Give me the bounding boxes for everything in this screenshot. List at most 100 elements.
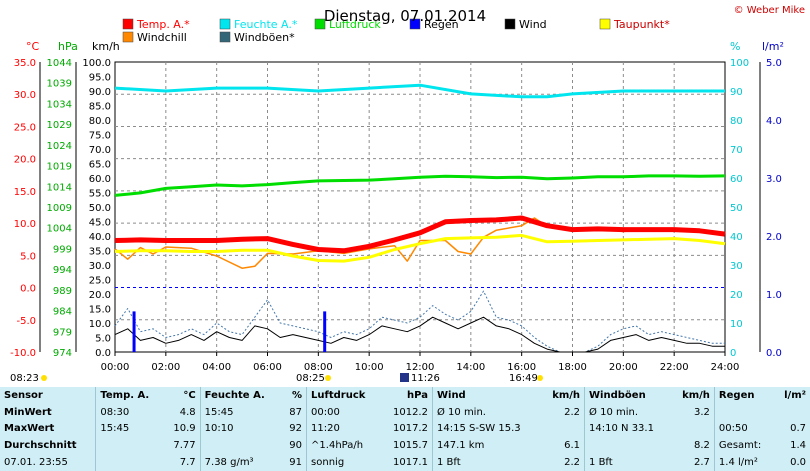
moon-icon: [400, 373, 409, 382]
sun-markers: 08:23 08:25 11:26 16:49: [10, 373, 543, 384]
celsius-tick-label: 30.0: [14, 90, 36, 101]
pct-tick-label: 40: [730, 232, 743, 243]
hpa-axis-label: hPa: [58, 40, 78, 53]
x-axis: 00:00 02:00 04:00 06:00 08:00 10:00 12:00 14:00…: [101, 352, 740, 373]
table-cell: 87: [289, 406, 303, 418]
kmh-tick-label: 15.0: [89, 305, 111, 316]
table-header: Luftdruck: [306, 387, 381, 404]
kmh-tick-label: 10.0: [89, 319, 111, 330]
hpa-tick-label: 974: [53, 348, 72, 359]
table-cell: [775, 404, 810, 421]
table-cell: 00:50: [713, 420, 775, 438]
table-cell: 2.2: [564, 457, 581, 469]
x-tick-label: 10:00: [355, 362, 384, 373]
table-cell: 11:20: [306, 420, 381, 438]
celsius-tick-label: -10.0: [10, 348, 36, 359]
table-cell: 1012.2: [392, 406, 428, 418]
kmh-tick-label: 45.0: [89, 218, 111, 229]
legend-swatch: [599, 18, 611, 30]
x-tick-label: 16:00: [507, 362, 536, 373]
humidity-line: [114, 83, 725, 99]
kmh-tick-label: 75.0: [89, 131, 111, 142]
table-cell: 1 Bft: [584, 454, 672, 471]
celsius-tick-label: 0.0: [20, 284, 36, 295]
x-tick-label: 18:00: [558, 362, 587, 373]
table-cell: sonnig: [306, 454, 381, 471]
x-tick-label: 04:00: [202, 362, 231, 373]
celsius-tick-label: 25.0: [14, 122, 36, 133]
pct-tick-label: 90: [730, 87, 743, 98]
kmh-tick-label: 65.0: [89, 160, 111, 171]
table-header: km/h: [552, 389, 581, 401]
pct-tick-label: 10: [730, 319, 743, 330]
table-cell: 1.4: [790, 440, 806, 452]
table-row: MaxWert 15:45 10.9 10:10 92 11:20 1017.2…: [0, 420, 810, 438]
hpa-tick-label: 994: [53, 265, 72, 276]
table-cell: 10.9: [173, 423, 196, 435]
legend-swatch: [504, 18, 516, 30]
x-tick-label: 24:00: [711, 362, 740, 373]
legend-label: Windchill: [137, 31, 187, 44]
sun-time: 08:23: [10, 373, 39, 384]
kmh-tick-label: 70.0: [89, 145, 111, 156]
legend-swatch: [409, 18, 421, 30]
table-header: %: [292, 389, 303, 401]
kmh-tick-label: 100.0: [82, 58, 111, 69]
table-header: Feuchte A.: [199, 387, 282, 404]
kmh-tick-label: 60.0: [89, 174, 111, 185]
table-cell: 1015.7: [392, 440, 428, 452]
hpa-tick-label: 979: [53, 327, 72, 338]
table-cell: [584, 437, 672, 455]
table-cell: [95, 437, 164, 455]
table-cell: 1 Bft: [431, 454, 542, 471]
table-row: 07.01. 23:55 7.7 7.38 g/m³ 91 sonnig 101…: [0, 454, 810, 471]
chart-series: [114, 83, 726, 353]
table-cell: 7.7: [179, 457, 196, 469]
table-header: l/m²: [784, 389, 806, 401]
kmh-tick-label: 90.0: [89, 87, 111, 98]
legend-swatch: [122, 31, 134, 43]
hpa-tick-label: 1009: [47, 203, 72, 214]
table-cell: 08:30: [95, 403, 164, 421]
kmh-tick-label: 0.0: [95, 348, 111, 359]
chart-grid: [114, 61, 726, 353]
pct-tick-label: 100: [730, 58, 749, 69]
kmh-tick-label: 20.0: [89, 290, 111, 301]
kmh-tick-label: 40.0: [89, 232, 111, 243]
hpa-tick-label: 1044: [47, 58, 72, 69]
table-cell: [713, 403, 775, 421]
table-cell: Ø 10 min.: [431, 403, 542, 421]
table-cell: Durchschnitt: [4, 440, 77, 452]
pct-tick-label: 20: [730, 290, 743, 301]
table-cell: 10:10: [199, 420, 282, 438]
table-header: hPa: [407, 389, 428, 401]
rain-tick-label: 4.0: [766, 116, 782, 127]
hpa-tick-label: 1029: [47, 120, 72, 131]
table-cell: 147.1 km: [431, 437, 542, 455]
kmh-tick-label: 30.0: [89, 261, 111, 272]
legend-label: Luftdruck: [329, 18, 381, 31]
table-header: Temp. A.: [95, 387, 164, 404]
table-cell: MinWert: [4, 406, 52, 418]
hpa-tick-label: 989: [53, 286, 72, 297]
sunset-icon: [537, 375, 543, 381]
celsius-tick-label: 10.0: [14, 219, 36, 230]
kmh-tick-label: 80.0: [89, 116, 111, 127]
table-cell: 6.1: [564, 440, 581, 452]
table-cell: 4.8: [179, 406, 196, 418]
table-cell: 7.38 g/m³: [199, 454, 282, 471]
table-cell: 8.2: [694, 440, 710, 452]
kmh-tick-label: 25.0: [89, 276, 111, 287]
table-cell: [671, 421, 714, 438]
table-cell: 15:45: [199, 403, 282, 421]
hpa-tick-label: 984: [53, 307, 72, 318]
table-header: Wind: [431, 387, 542, 404]
table-header: km/h: [682, 389, 710, 401]
table-row: Durchschnitt 7.77 90 ^1.4hPa/h 1015.7 14…: [0, 437, 810, 455]
x-tick-label: 12:00: [406, 362, 435, 373]
table-cell: 0.0: [790, 457, 806, 469]
celsius-axis-label: °C: [26, 40, 40, 53]
table-header: °C: [183, 389, 196, 401]
kmh-tick-label: 5.0: [95, 334, 111, 345]
celsius-tick-label: 15.0: [14, 187, 36, 198]
